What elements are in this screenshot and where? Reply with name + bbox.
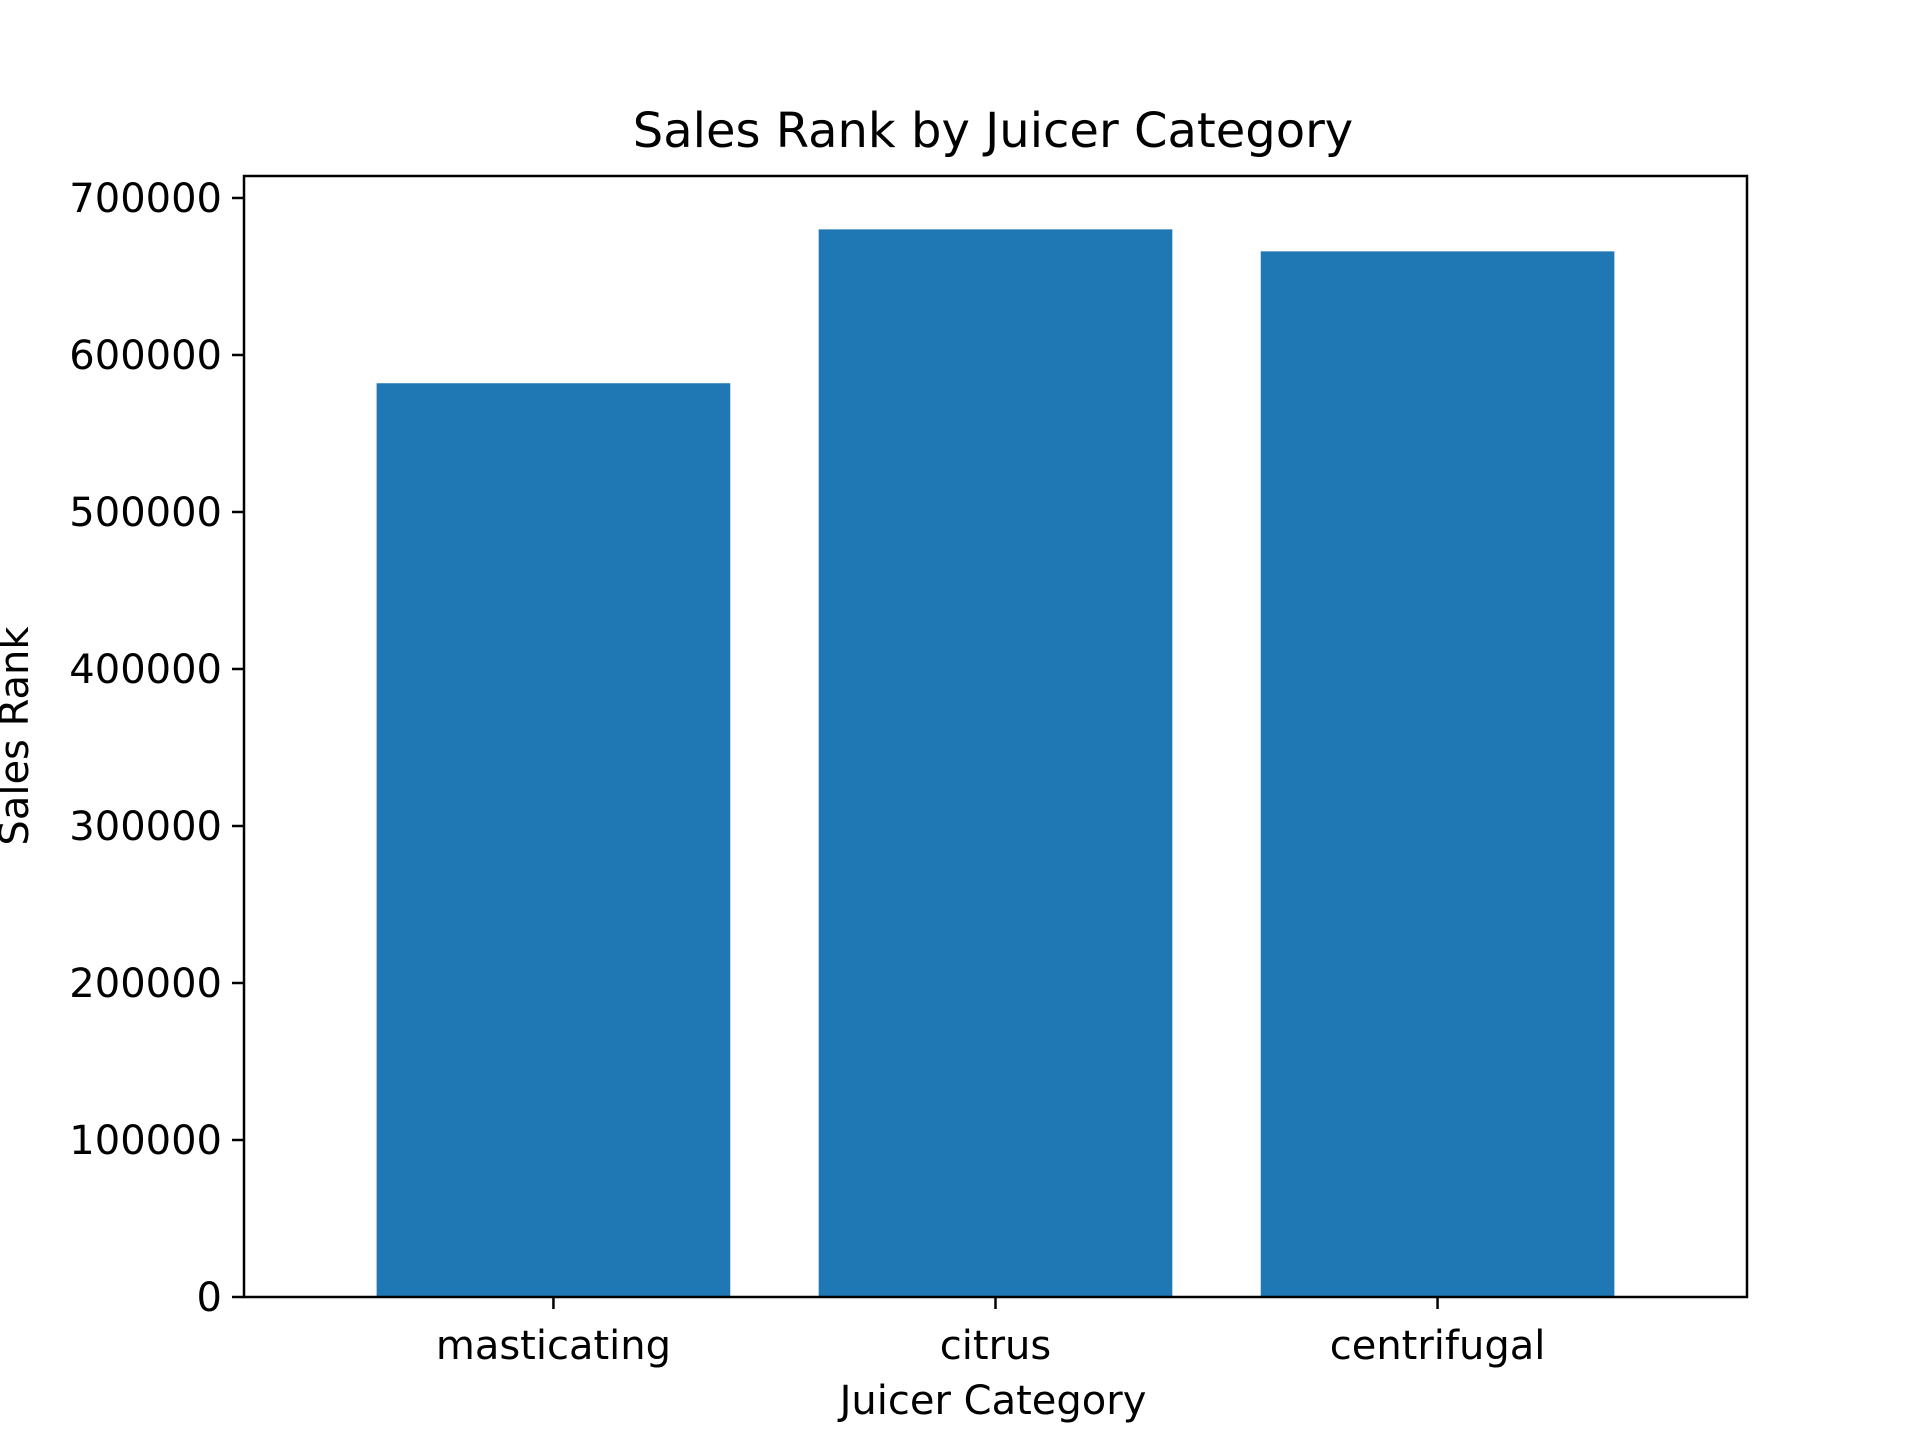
bar-masticating <box>376 383 731 1298</box>
y-tick-label: 600000 <box>69 333 222 379</box>
y-tick-label: 500000 <box>69 490 222 536</box>
y-tick-label: 0 <box>197 1275 222 1321</box>
y-tick-label: 700000 <box>69 176 222 222</box>
x-tick-label-centrifugal: centrifugal <box>1330 1323 1546 1369</box>
y-axis-title: Sales Rank <box>0 626 38 846</box>
x-tick-label-citrus: citrus <box>940 1323 1051 1369</box>
plot-frame <box>242 174 1749 1299</box>
y-tick-label: 200000 <box>69 961 222 1007</box>
y-tick-label: 300000 <box>69 804 222 850</box>
x-axis: masticating citrus centrifugal <box>436 1297 1546 1369</box>
bar-centrifugal <box>1260 251 1615 1298</box>
y-tick-label: 100000 <box>69 1118 222 1164</box>
bar-citrus <box>818 229 1173 1297</box>
y-axis: 0 100000 200000 300000 400000 500000 600000 700… <box>69 176 244 1321</box>
chart-title: Sales Rank by Juicer Category <box>633 103 1353 159</box>
x-tick-label-masticating: masticating <box>436 1323 671 1369</box>
bars-group <box>376 229 1615 1298</box>
y-tick-label: 400000 <box>69 647 222 693</box>
x-axis-title: Juicer Category <box>837 1378 1147 1424</box>
